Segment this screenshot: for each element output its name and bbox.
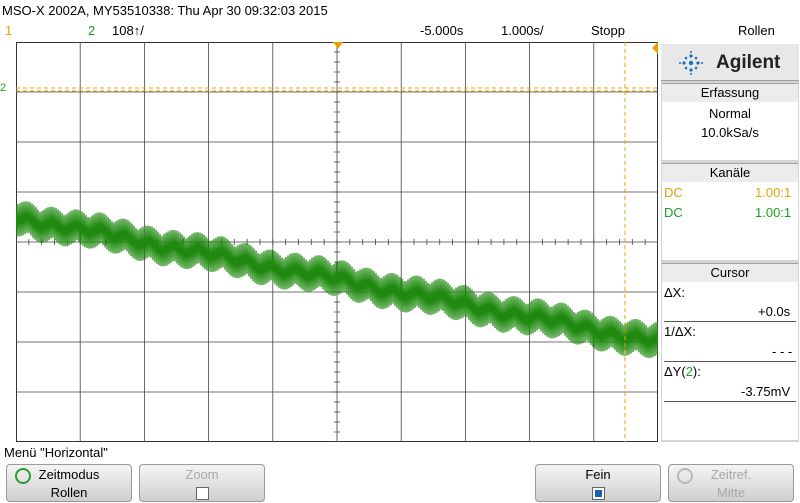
acquisition-section-title[interactable]: Erfassung [662,83,798,103]
run-state: Stopp [591,23,625,38]
softkey-time-mode-value: Rollen [50,485,88,500]
cursor-dy-label: ΔY(2): [664,364,701,379]
graticule [16,42,658,442]
rotate-knob-icon [15,468,31,484]
cursor-dx-value: +0.0s [758,304,791,319]
divider [664,321,796,322]
trigger-delay: -5.000s [420,23,464,38]
status-bar: 1 2 108↑/ -5.000s 1.000s/ Stopp Rollen [0,22,800,40]
channel-2-coupling: DC [664,205,683,220]
channels-section-title[interactable]: Kanäle [662,163,798,183]
softkey-time-reference[interactable]: Zeitref. Mitte [668,464,794,502]
channel-2-trace [16,201,658,359]
acquisition-mode: Normal [709,106,751,121]
divider [664,361,796,362]
cursor-markers [16,42,658,442]
channel-2-ground-marker[interactable]: 2 [0,82,7,94]
channel-2-scale: 108↑/ [112,23,144,38]
trigger-position-icon [333,42,343,49]
softkey-time-mode[interactable]: Zeitmodus Rollen [6,464,132,502]
cursor-inv-dx-label: 1/ΔX: [664,324,696,339]
channel-1-indicator[interactable]: 1 [5,23,13,38]
agilent-spark-icon [679,51,703,75]
softkey-zoom-checkbox-wrap [140,485,264,501]
brand-logo-text: Agilent [716,52,781,73]
window-title: MSO-X 2002A, MY53510338: Thu Apr 30 09:3… [2,3,328,18]
cursor-dy-label-start: ΔY( [664,364,686,379]
zoom-checkbox-icon [195,487,209,501]
softkey-zoom[interactable]: Zoom [139,464,265,502]
softkey-time-reference-label: Zeitref. [710,467,752,482]
rotate-knob-icon [677,468,693,484]
channel-2-indicator[interactable]: 2 [88,23,96,38]
trigger-level-icon [652,42,658,54]
softkey-fine-label: Fein [585,467,611,482]
fine-checkbox-icon [591,487,605,501]
cursor-dx-label: ΔX: [664,285,685,300]
softkey-time-mode-label: Zeitmodus [38,467,100,482]
waveform-display[interactable] [16,42,658,442]
menu-title: Menü "Horizontal" [4,445,108,460]
softkey-time-reference-value: Mitte [716,485,746,500]
softkey-zoom-label: Zoom [185,467,219,482]
cursor-dy-value: -3.75mV [741,384,791,399]
channel-2-probe: 1.00:1 [755,205,792,220]
timebase: 1.000s/ [501,23,544,38]
cursor-dy-channel: 2 [685,364,693,379]
cursor-dy-label-end: ): [692,364,701,379]
divider [664,401,796,402]
softkey-fine-checkbox-wrap [536,485,660,501]
channel-2-waveform [16,201,658,359]
cursor-inv-dx-value: - - - [772,344,793,359]
channel-1-probe: 1.00:1 [755,185,792,200]
sample-rate: 10.0kSa/s [701,125,759,140]
acquisition-section [662,102,798,160]
channels-section [662,182,798,260]
channel-1-coupling: DC [664,185,683,200]
acquisition-mode-label: Rollen [738,23,775,38]
softkey-fine[interactable]: Fein [535,464,661,502]
cursor-section-title[interactable]: Cursor [662,263,798,283]
